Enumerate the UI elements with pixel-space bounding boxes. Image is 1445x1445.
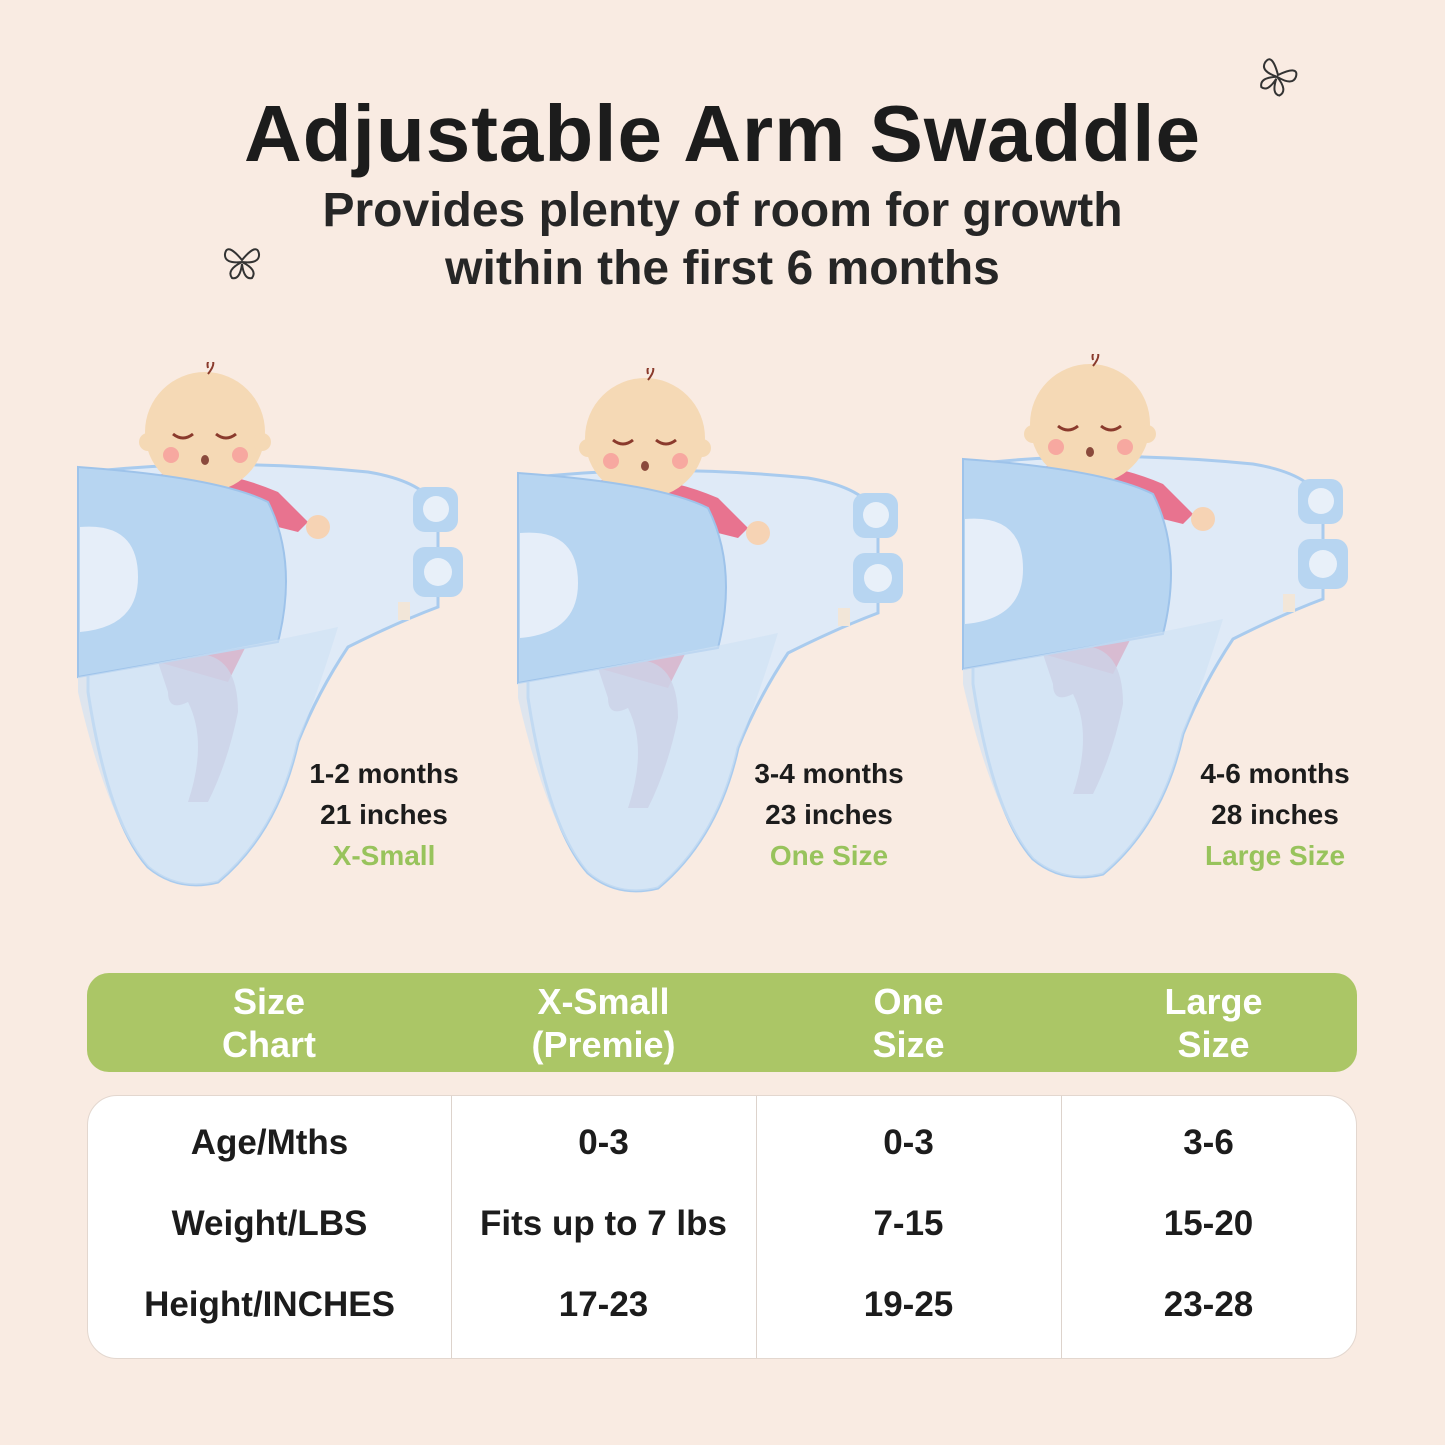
row-label: Height/INCHES [144, 1285, 395, 1324]
stage-size: One Size [769, 840, 889, 871]
subtitle-line-2: within the first 6 months [445, 242, 1000, 295]
column-divider [451, 1096, 452, 1358]
column-divider [756, 1096, 757, 1358]
table-cell: 15-20 [1163, 1204, 1254, 1243]
page-title: Adjustable Arm Swaddle [244, 89, 1201, 178]
stage-size: X-Small [332, 840, 436, 871]
table-cell: Fits up to 7 lbs [480, 1204, 727, 1243]
table-cell: 19-25 [863, 1285, 954, 1324]
table-cell: 17-23 [558, 1285, 649, 1324]
table-cell: 7-15 [873, 1204, 944, 1243]
header-one-size: One Size [872, 980, 945, 1065]
row-label: Weight/LBS [171, 1204, 368, 1243]
table-cell: 0-3 [883, 1123, 934, 1162]
stage-length: 21 inches [320, 799, 448, 830]
stage-size: Large Size [1204, 840, 1346, 871]
table-cell: 3-6 [1183, 1123, 1234, 1162]
header-size-chart: Size Chart [221, 980, 316, 1065]
row-label: Age/Mths [190, 1123, 349, 1162]
subtitle-line-1: Provides plenty of room for growth [322, 184, 1123, 237]
size-chart-table: Age/Mths 0-3 0-3 3-6 Weight/LBS Fits up to 7 … [87, 1095, 1357, 1359]
size-chart-header: Size Chart X-Small (Premie) One Size Lar… [87, 973, 1357, 1072]
stage-length: 23 inches [765, 799, 893, 830]
table-cell: 0-3 [578, 1123, 629, 1162]
stage-label-3: 4-6 months 28 inches Large Size [1155, 753, 1395, 876]
stage-age: 4-6 months [1200, 758, 1350, 789]
header-large-size: Large Size [1164, 980, 1263, 1065]
column-divider [1061, 1096, 1062, 1358]
header-x-small: X-Small (Premie) [531, 980, 676, 1065]
stage-age: 1-2 months [309, 758, 459, 789]
stage-age: 3-4 months [754, 758, 904, 789]
stage-label-2: 3-4 months 23 inches One Size [709, 753, 949, 876]
stage-length: 28 inches [1211, 799, 1339, 830]
stage-label-1: 1-2 months 21 inches X-Small [264, 753, 504, 876]
table-cell: 23-28 [1163, 1285, 1254, 1324]
